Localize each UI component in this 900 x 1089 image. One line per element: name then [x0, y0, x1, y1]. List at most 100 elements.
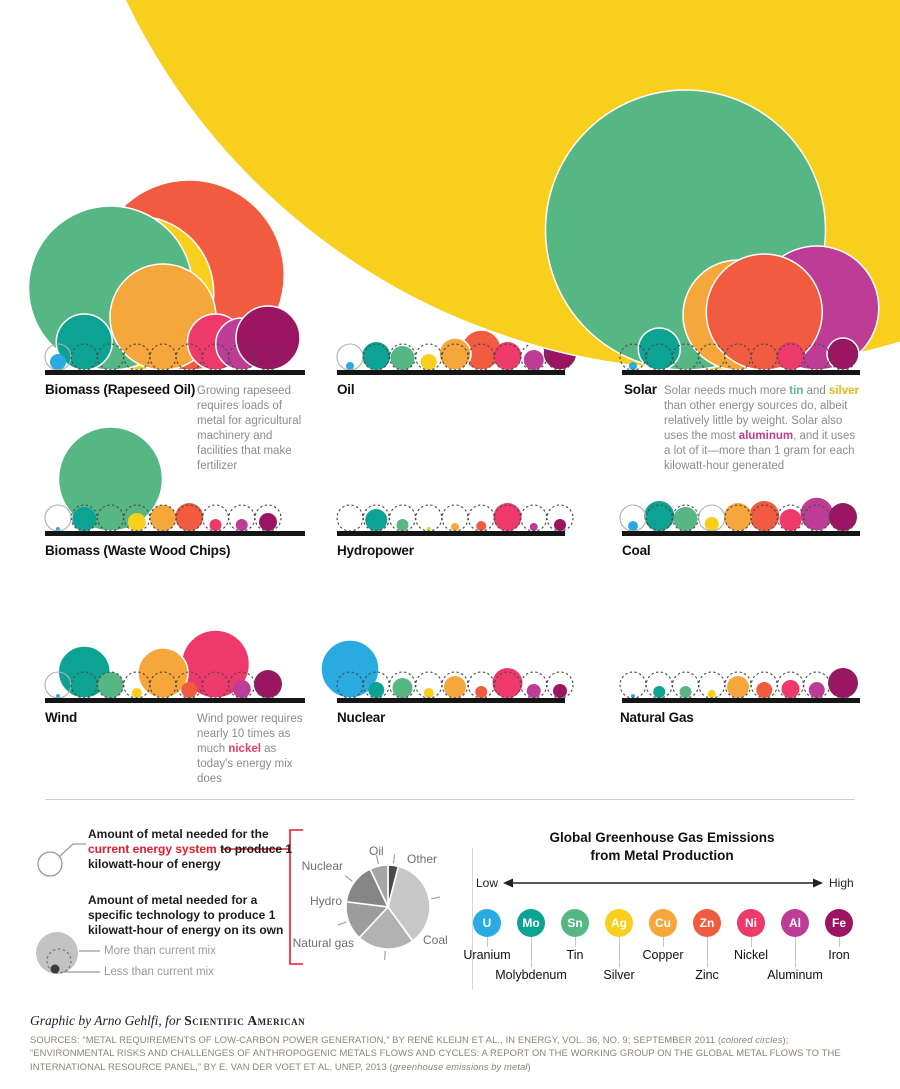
pie-slice-oil [369, 864, 389, 908]
bubble-cluster-biomass-waste-wood [44, 301, 305, 536]
baseline-bar [622, 531, 860, 536]
metal-symbol-circle: Sn [561, 909, 589, 937]
metal-leader-line [486, 937, 488, 947]
source-label-nuclear: Nuclear [337, 710, 386, 725]
metal-legend-aluminum: Al Aluminum [751, 909, 839, 982]
bubble-zinc [756, 682, 773, 698]
bubble-silver [426, 527, 431, 531]
bubble-uranium [346, 362, 354, 370]
metal-symbol-circle: Fe [825, 909, 853, 937]
bubble-molybdenum [362, 342, 391, 370]
bubble-iron [829, 503, 857, 531]
current-system-sample-circle [37, 851, 63, 877]
bubble-aluminum [529, 523, 538, 531]
bubble-iron [254, 670, 282, 698]
metal-symbol-circle: Ni [737, 909, 765, 937]
baseline-bar [622, 370, 860, 375]
baseline-bar [337, 698, 565, 703]
metal-leader-line [706, 937, 708, 967]
bubble-molybdenum [653, 686, 666, 698]
note-rapeseed: Growing rapeseed requires loads of metal… [197, 385, 305, 472]
bubble-chart-svg [124, 0, 900, 371]
metal-name-label: Uranium [463, 948, 511, 962]
metal-leader-line [530, 937, 532, 967]
bubble-chart-svg [44, 629, 282, 699]
section-divider [45, 799, 855, 800]
bubble-tin [673, 507, 698, 531]
baseline-bar [45, 370, 305, 375]
metal-name-label: Copper [642, 948, 684, 962]
source-label-wind: Wind [45, 710, 78, 725]
metal-name-label: Aluminum [767, 968, 823, 982]
source-label-natural-gas: Natural Gas [620, 710, 694, 725]
bubble-uranium [631, 694, 635, 698]
metal-leader-line [750, 937, 752, 947]
bubble-iron [554, 519, 566, 531]
less-than-mix-dot [50, 964, 60, 974]
metal-legend-zinc: Zn Zinc [663, 909, 751, 982]
bubble-iron [828, 668, 858, 698]
bubble-uranium [56, 527, 60, 531]
bubble-zinc [181, 682, 198, 698]
metal-name-label: Silver [603, 968, 635, 982]
bubble-aluminum [232, 680, 251, 698]
metal-symbol-circle: Al [781, 909, 809, 937]
bubble-cluster-wind [44, 468, 305, 703]
bubble-nickel [493, 503, 522, 531]
bubble-chart-svg [320, 639, 574, 699]
bubble-copper [451, 523, 459, 531]
pie-label-oil: Oil [369, 844, 384, 858]
metal-symbol: Mo [522, 916, 540, 930]
metal-legend-tin: Sn Tin [531, 909, 619, 962]
emissions-pie-chart [337, 854, 441, 960]
bubble-cluster-hydropower [336, 301, 574, 536]
pie-leader-line [384, 950, 386, 960]
legend-more-label: More than current mix [104, 945, 216, 957]
emissions-arrow [503, 878, 823, 888]
baseline-bar [337, 531, 565, 536]
metal-legend-uranium: U Uranium [443, 909, 531, 962]
bubble-chart-svg [619, 668, 858, 699]
legend-vertical-divider [472, 848, 473, 990]
bubble-iron [553, 684, 567, 698]
bubble-uranium [50, 354, 66, 370]
bubble-uranium [629, 362, 637, 370]
bubble-copper [150, 505, 176, 531]
bubble-chart-svg [44, 426, 282, 532]
bubble-silver [704, 517, 719, 531]
metal-name-label: Zinc [695, 968, 719, 982]
bubble-nickel [781, 680, 800, 698]
bubble-cluster-coal [619, 301, 860, 536]
metal-legend-molybdenum: Mo Molybdenum [487, 909, 575, 982]
pie-slice-coal [387, 865, 431, 943]
metal-name-label: Iron [828, 948, 850, 962]
more-than-mix-circle [36, 932, 78, 974]
bubble-silver [423, 688, 434, 698]
metal-legend-copper: Cu Copper [619, 909, 707, 962]
bubble-copper [444, 676, 466, 698]
baseline-bar [337, 370, 565, 375]
source-label-biomass-rapeseed: Biomass (Rapeseed Oil) [45, 382, 196, 397]
bubble-zinc [475, 686, 488, 698]
source-label-biomass-waste-wood: Biomass (Waste Wood Chips) [45, 543, 231, 558]
metal-symbol: Al [789, 916, 801, 930]
red-bracket [289, 829, 303, 965]
note-wind: Wind power requires nearly 10 times as m… [197, 713, 306, 785]
bubble-nickel [209, 519, 222, 531]
metal-leader-line [618, 937, 620, 967]
source-label-coal: Coal [622, 543, 651, 558]
bubble-uranium [56, 694, 60, 698]
legend-less-label: Less than current mix [104, 966, 214, 978]
bubble-nickel [779, 509, 802, 531]
metal-symbol-circle: U [473, 909, 501, 937]
bubble-aluminum [808, 682, 825, 698]
metal-leader-line [794, 937, 796, 967]
source-label-oil: Oil [337, 382, 355, 397]
pie-leader-line [392, 854, 396, 864]
metal-leader-line [574, 937, 576, 947]
pie-leader-line [337, 921, 347, 926]
bubble-nickel [492, 668, 523, 698]
legend-key-graphics [36, 829, 303, 974]
baseline-bar [45, 698, 305, 703]
pie-slice-natural-gas [358, 905, 414, 950]
